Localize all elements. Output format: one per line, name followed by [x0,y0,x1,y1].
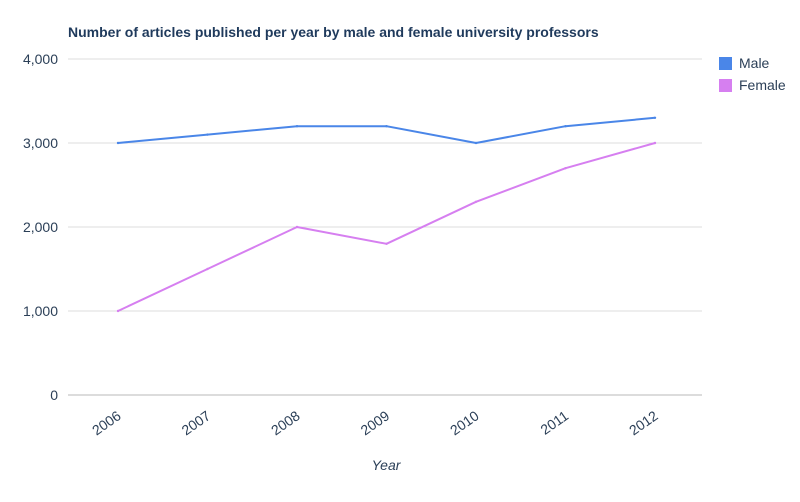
legend-label-male: Male [739,55,770,71]
x-tick-label: 2008 [268,407,303,438]
legend-swatch-female [719,79,732,92]
legend: Male Female [719,55,786,93]
data-point-male [116,141,120,145]
data-point-female [116,309,120,313]
data-point-male [474,141,478,145]
data-point-female [295,225,299,229]
chart-title: Number of articles published per year by… [68,24,599,40]
data-point-male [564,125,567,128]
data-point-female [653,141,657,145]
y-tick-label: 1,000 [23,303,58,319]
x-tick-label: 2009 [358,407,393,438]
data-point-male [653,116,657,120]
data-point-female [564,167,567,170]
data-point-female [385,242,388,245]
legend-label-female: Female [739,77,786,93]
x-axis-title: Year [372,457,402,473]
data-point-male [295,125,299,128]
data-point-male [206,133,209,136]
x-tick-label: 2011 [537,407,571,437]
y-tick-label: 0 [50,387,58,403]
x-tick-label: 2006 [89,407,124,438]
y-tick-label: 4,000 [23,51,58,67]
x-axis-ticks: 2006 2007 2008 2009 2010 2011 2012 [89,407,661,438]
y-axis-ticks: 0 1,000 2,000 3,000 4,000 [23,51,58,403]
gridlines [68,58,702,396]
y-tick-label: 3,000 [23,135,58,151]
legend-swatch-male [719,57,732,70]
series-line-male [117,116,656,144]
data-point-male [385,125,388,128]
series-lines [116,116,657,313]
x-tick-label: 2007 [179,407,214,438]
x-tick-label: 2012 [626,407,661,438]
data-point-female [206,267,209,271]
data-point-female [474,200,478,203]
y-tick-label: 2,000 [23,219,58,235]
x-tick-label: 2010 [447,407,482,438]
